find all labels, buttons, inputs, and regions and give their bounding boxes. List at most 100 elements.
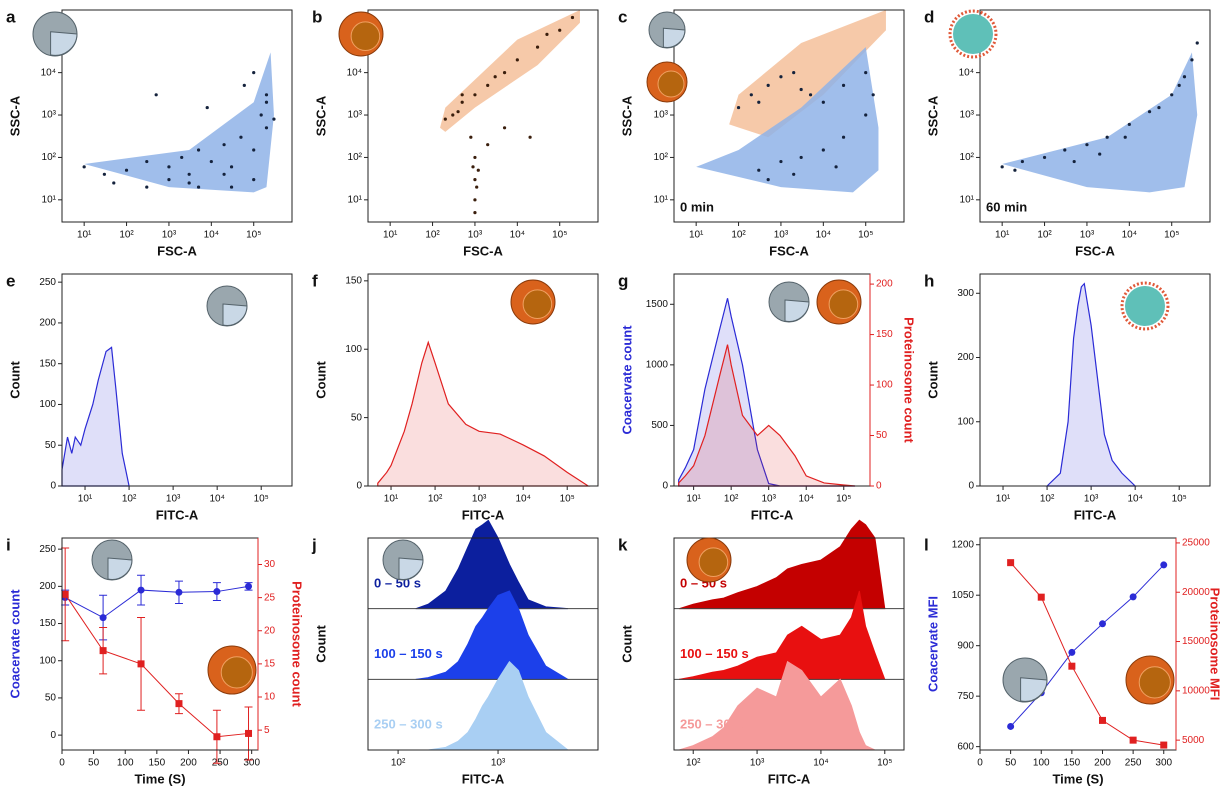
y-tick-label: 600 (957, 741, 974, 752)
event-dot (808, 93, 813, 97)
marker (213, 588, 221, 596)
plot-frame (367, 273, 599, 487)
event-dot (493, 75, 497, 79)
x-tick-label: 10³ (761, 494, 776, 505)
y2-tick-label: 10 (264, 692, 276, 703)
x-tick-label: 10⁵ (552, 230, 567, 241)
plot-frame (61, 537, 259, 751)
x-tick-label: 50 (88, 758, 100, 769)
marker (1068, 648, 1076, 656)
icon (222, 303, 248, 326)
x-tick-label: 10¹ (995, 230, 1010, 241)
x-tick-label: 10² (391, 758, 406, 769)
x-tick-label: 10² (119, 230, 134, 241)
y-tick-label: 200 (39, 318, 56, 329)
event-dot (1190, 58, 1194, 62)
y-tick-label: 500 (651, 420, 668, 431)
x-tick-label: 200 (180, 758, 197, 769)
event-dot (1195, 41, 1199, 45)
x-tick-label: 10³ (750, 758, 765, 769)
event-dot (1182, 75, 1187, 79)
y2-tick-label: 5 (264, 725, 270, 736)
y2-tick-label: 20000 (1182, 587, 1210, 598)
y-tick-label: 10² (42, 152, 57, 163)
y-tick-label: 50 (351, 412, 363, 423)
y2-tick-label: 15000 (1182, 636, 1210, 647)
event-dot (821, 100, 825, 104)
ridge-area (415, 660, 570, 751)
event-dot (180, 155, 184, 160)
marker (1007, 722, 1015, 730)
y-axis-label: Count (313, 625, 328, 663)
y-axis-label: SSC-A (925, 95, 940, 136)
y-tick-label: 10¹ (42, 194, 57, 205)
marker (245, 729, 253, 737)
event-dot (864, 113, 868, 117)
ridge-area (678, 660, 885, 751)
y-axis-label: Coacervate MFI (925, 596, 940, 692)
x-tick-label: 10⁵ (1164, 230, 1179, 241)
x-tick-label: 10⁴ (510, 230, 525, 241)
x-tick-label: 10⁵ (836, 494, 851, 505)
event-dot (264, 100, 269, 104)
marker (1037, 593, 1045, 601)
event-dot (264, 93, 269, 97)
y2-axis-label: Proteinosome count (902, 317, 917, 443)
event-dot (486, 83, 490, 87)
marker (1160, 561, 1168, 569)
x-axis-label: FSC-A (463, 243, 503, 258)
event-dot (222, 172, 226, 176)
y-tick-label: 300 (957, 288, 974, 299)
y-tick-label: 10³ (654, 110, 669, 121)
y2-axis-label: Proteinosome count (290, 581, 305, 707)
y-tick-label: 900 (957, 640, 974, 651)
series-label: 250 – 300 s (374, 717, 443, 732)
x-tick-label: 10² (425, 230, 440, 241)
y-axis-label: Count (313, 361, 328, 399)
event-dot (239, 135, 243, 139)
x-tick-label: 150 (1064, 758, 1081, 769)
y2-tick-label: 100 (876, 380, 893, 391)
marker (1068, 662, 1076, 670)
x-tick-label: 10⁵ (858, 230, 873, 241)
marker (1129, 593, 1137, 601)
y-tick-label: 10³ (348, 110, 363, 121)
x-tick-label: 200 (1094, 758, 1111, 769)
marker (175, 588, 183, 596)
gate (696, 47, 879, 193)
event-dot (145, 185, 149, 189)
series-label: 100 – 150 s (680, 646, 749, 661)
x-tick-label: 10⁴ (204, 230, 219, 241)
icon (220, 656, 253, 689)
event-dot (102, 172, 106, 176)
event-dot (475, 185, 479, 189)
icon (662, 27, 686, 48)
event-dot (757, 100, 761, 104)
y-tick-label: 50 (45, 693, 57, 704)
annotation: 0 min (680, 199, 714, 214)
event-dot (460, 100, 464, 104)
x-tick-label: 10³ (1084, 494, 1099, 505)
event-dot (558, 28, 562, 32)
y-tick-label: 10⁴ (41, 67, 56, 78)
x-tick-label: 10³ (491, 758, 506, 769)
x-tick-label: 10⁵ (254, 494, 269, 505)
x-axis-label: FITC-A (768, 771, 811, 786)
event-dot (145, 159, 149, 164)
y2-tick-label: 25000 (1182, 538, 1210, 549)
marker (245, 582, 253, 590)
icon (1120, 281, 1170, 331)
marker (1099, 620, 1106, 628)
event-dot (1042, 155, 1047, 160)
event-dot (545, 32, 549, 36)
x-tick-label: 0 (977, 758, 983, 769)
x-axis-label: FSC-A (1075, 243, 1115, 258)
x-tick-label: 10¹ (689, 230, 704, 241)
panel-letter: b (312, 7, 322, 26)
event-dot (205, 105, 209, 110)
event-dot (469, 135, 473, 139)
event-dot (766, 178, 770, 182)
histogram-area (1045, 282, 1137, 487)
panel-letter: i (6, 535, 11, 554)
event-dot (252, 178, 256, 182)
